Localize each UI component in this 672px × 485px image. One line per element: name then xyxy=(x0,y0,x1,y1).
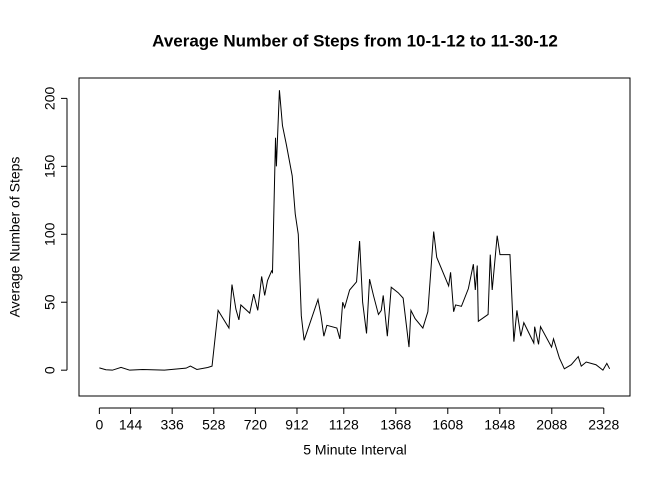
x-tick-label: 0 xyxy=(95,417,103,433)
x-tick-label: 144 xyxy=(119,417,143,433)
y-tick-label: 150 xyxy=(42,154,58,178)
x-tick-label: 1608 xyxy=(432,417,463,433)
data-line xyxy=(99,90,611,371)
x-tick-label: 2328 xyxy=(588,417,619,433)
y-tick-label: 100 xyxy=(42,222,58,246)
y-tick-label: 200 xyxy=(42,86,58,110)
y-tick-label: 0 xyxy=(42,366,58,374)
chart-title: Average Number of Steps from 10-1-12 to … xyxy=(152,31,558,50)
x-tick-label: 912 xyxy=(285,417,309,433)
plot-box xyxy=(78,77,631,397)
x-tick-label: 336 xyxy=(160,417,184,433)
x-tick-label: 1368 xyxy=(380,417,411,433)
y-axis-label: Average Number of Steps xyxy=(7,157,23,318)
x-tick-label: 1848 xyxy=(484,417,515,433)
x-tick-label: 720 xyxy=(244,417,268,433)
y-tick-label: 50 xyxy=(42,294,58,310)
x-tick-label: 528 xyxy=(202,417,226,433)
x-axis-label: 5 Minute Interval xyxy=(303,442,407,458)
x-tick-label: 1128 xyxy=(329,417,359,433)
x-tick-label: 2088 xyxy=(536,417,567,433)
